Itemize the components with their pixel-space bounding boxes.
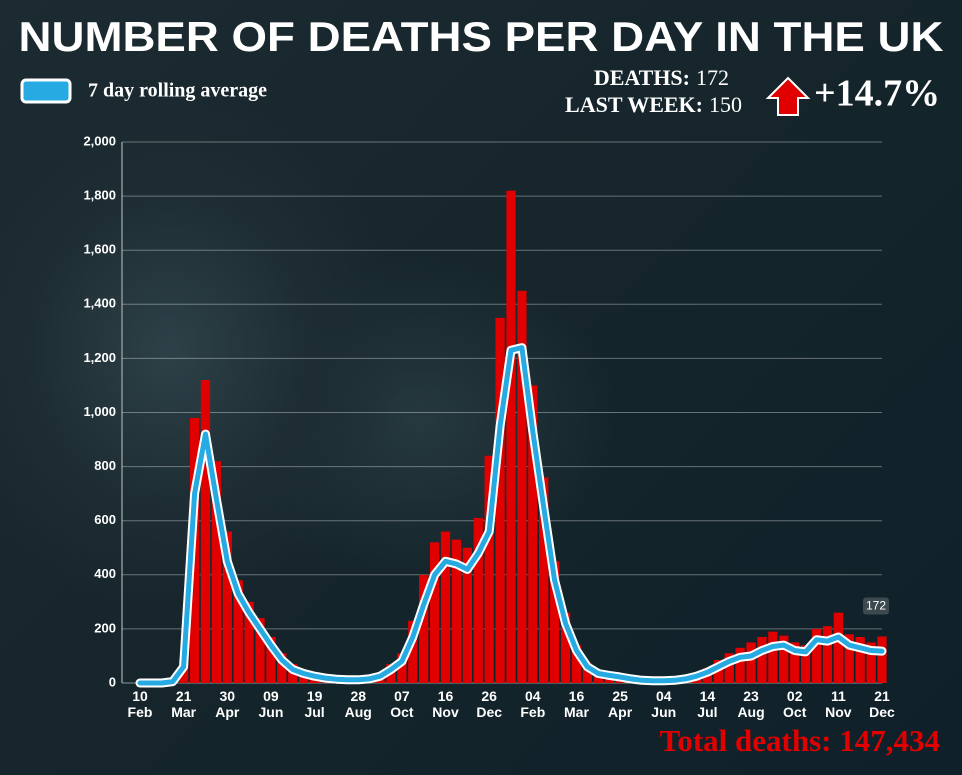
deaths-label: DEATHS: (594, 65, 690, 90)
bar (277, 653, 287, 683)
bar (811, 628, 822, 683)
x-tick-label: 21 Mar (171, 688, 197, 720)
x-tick-label: 04 Jun (651, 688, 677, 720)
bar (877, 636, 887, 683)
last-week-value: 150 (709, 92, 742, 117)
x-tick-label: 16 Mar (564, 688, 589, 720)
x-tick-label: 10 Feb (127, 688, 153, 720)
legend-swatch (20, 78, 72, 104)
bar (244, 601, 254, 683)
bar (451, 539, 462, 683)
bar (528, 385, 538, 683)
y-tick-label: 1,000 (83, 404, 116, 419)
bar (266, 637, 276, 683)
last-week-label: LAST WEEK: (565, 92, 703, 117)
y-tick-label: 1,200 (83, 350, 116, 365)
bar (506, 190, 516, 683)
legend-label: 7 day rolling average (88, 80, 267, 102)
bar (844, 634, 854, 683)
bar (255, 618, 265, 683)
y-tick-label: 400 (94, 566, 116, 581)
bar (211, 461, 222, 683)
x-tick-label: 23 Aug (737, 688, 765, 720)
bar (539, 477, 549, 683)
x-tick-label: 26 Dec (476, 688, 503, 720)
y-tick-label: 200 (94, 620, 116, 635)
x-tick-label: 07 Oct (390, 688, 414, 720)
bar (571, 645, 582, 683)
bar (800, 645, 811, 683)
bar (222, 531, 232, 683)
bar (768, 631, 778, 683)
y-tick-label: 1,600 (83, 242, 116, 257)
x-tick-label: 30 Apr (215, 688, 240, 720)
total-deaths: Total deaths: 147,434 (660, 723, 940, 758)
bar (735, 647, 745, 683)
bar (724, 653, 734, 683)
bar (517, 290, 527, 683)
x-tick-label: 11 Nov (825, 688, 852, 720)
up-arrow (765, 76, 811, 116)
end-label: 172 (866, 599, 886, 613)
bar (429, 542, 440, 683)
line (137, 345, 885, 686)
x-tick-label: 25 Apr (608, 688, 633, 720)
x-tick-label: 28 Aug (344, 688, 372, 720)
bar (200, 380, 211, 683)
y-tick-label: 1,800 (83, 188, 116, 203)
end-label-box (863, 597, 889, 615)
x-tick-label: 19 Jul (304, 688, 325, 720)
x-tick-label: 09 Jun (258, 688, 284, 720)
bar (419, 574, 429, 683)
bar (440, 531, 451, 683)
bar (790, 642, 800, 683)
bar (757, 637, 767, 683)
y-tick-label: 2,000 (83, 133, 116, 148)
x-tick-label: 14 Jul (697, 688, 718, 720)
x-tick-label: 02 Oct (783, 688, 807, 720)
bar (233, 580, 243, 683)
bar (833, 612, 843, 683)
y-tick-label: 0 (109, 674, 116, 689)
bar (550, 561, 560, 683)
bar (822, 626, 833, 683)
bar (746, 642, 756, 683)
change: +14.7% (814, 73, 940, 115)
bar (462, 547, 472, 683)
chart-title: NUMBER OF DEATHS PER DAY IN THE UK (19, 13, 944, 60)
deaths-value: 172 (696, 65, 729, 90)
x-tick-label: 21 Dec (869, 688, 895, 720)
y-tick-label: 1,400 (83, 296, 116, 311)
bar (484, 455, 494, 683)
x-tick-label: 16 Nov (432, 688, 459, 720)
bar (866, 642, 876, 683)
bar (495, 317, 505, 683)
bar (408, 620, 418, 683)
bar (582, 662, 593, 683)
bar (779, 635, 789, 683)
bar (473, 517, 483, 683)
x-tick-label: 04 Feb (520, 688, 546, 720)
y-tick-label: 800 (94, 458, 116, 473)
bar (855, 637, 865, 683)
bar (397, 653, 407, 683)
bar (560, 612, 571, 683)
y-tick-label: 600 (94, 512, 116, 527)
